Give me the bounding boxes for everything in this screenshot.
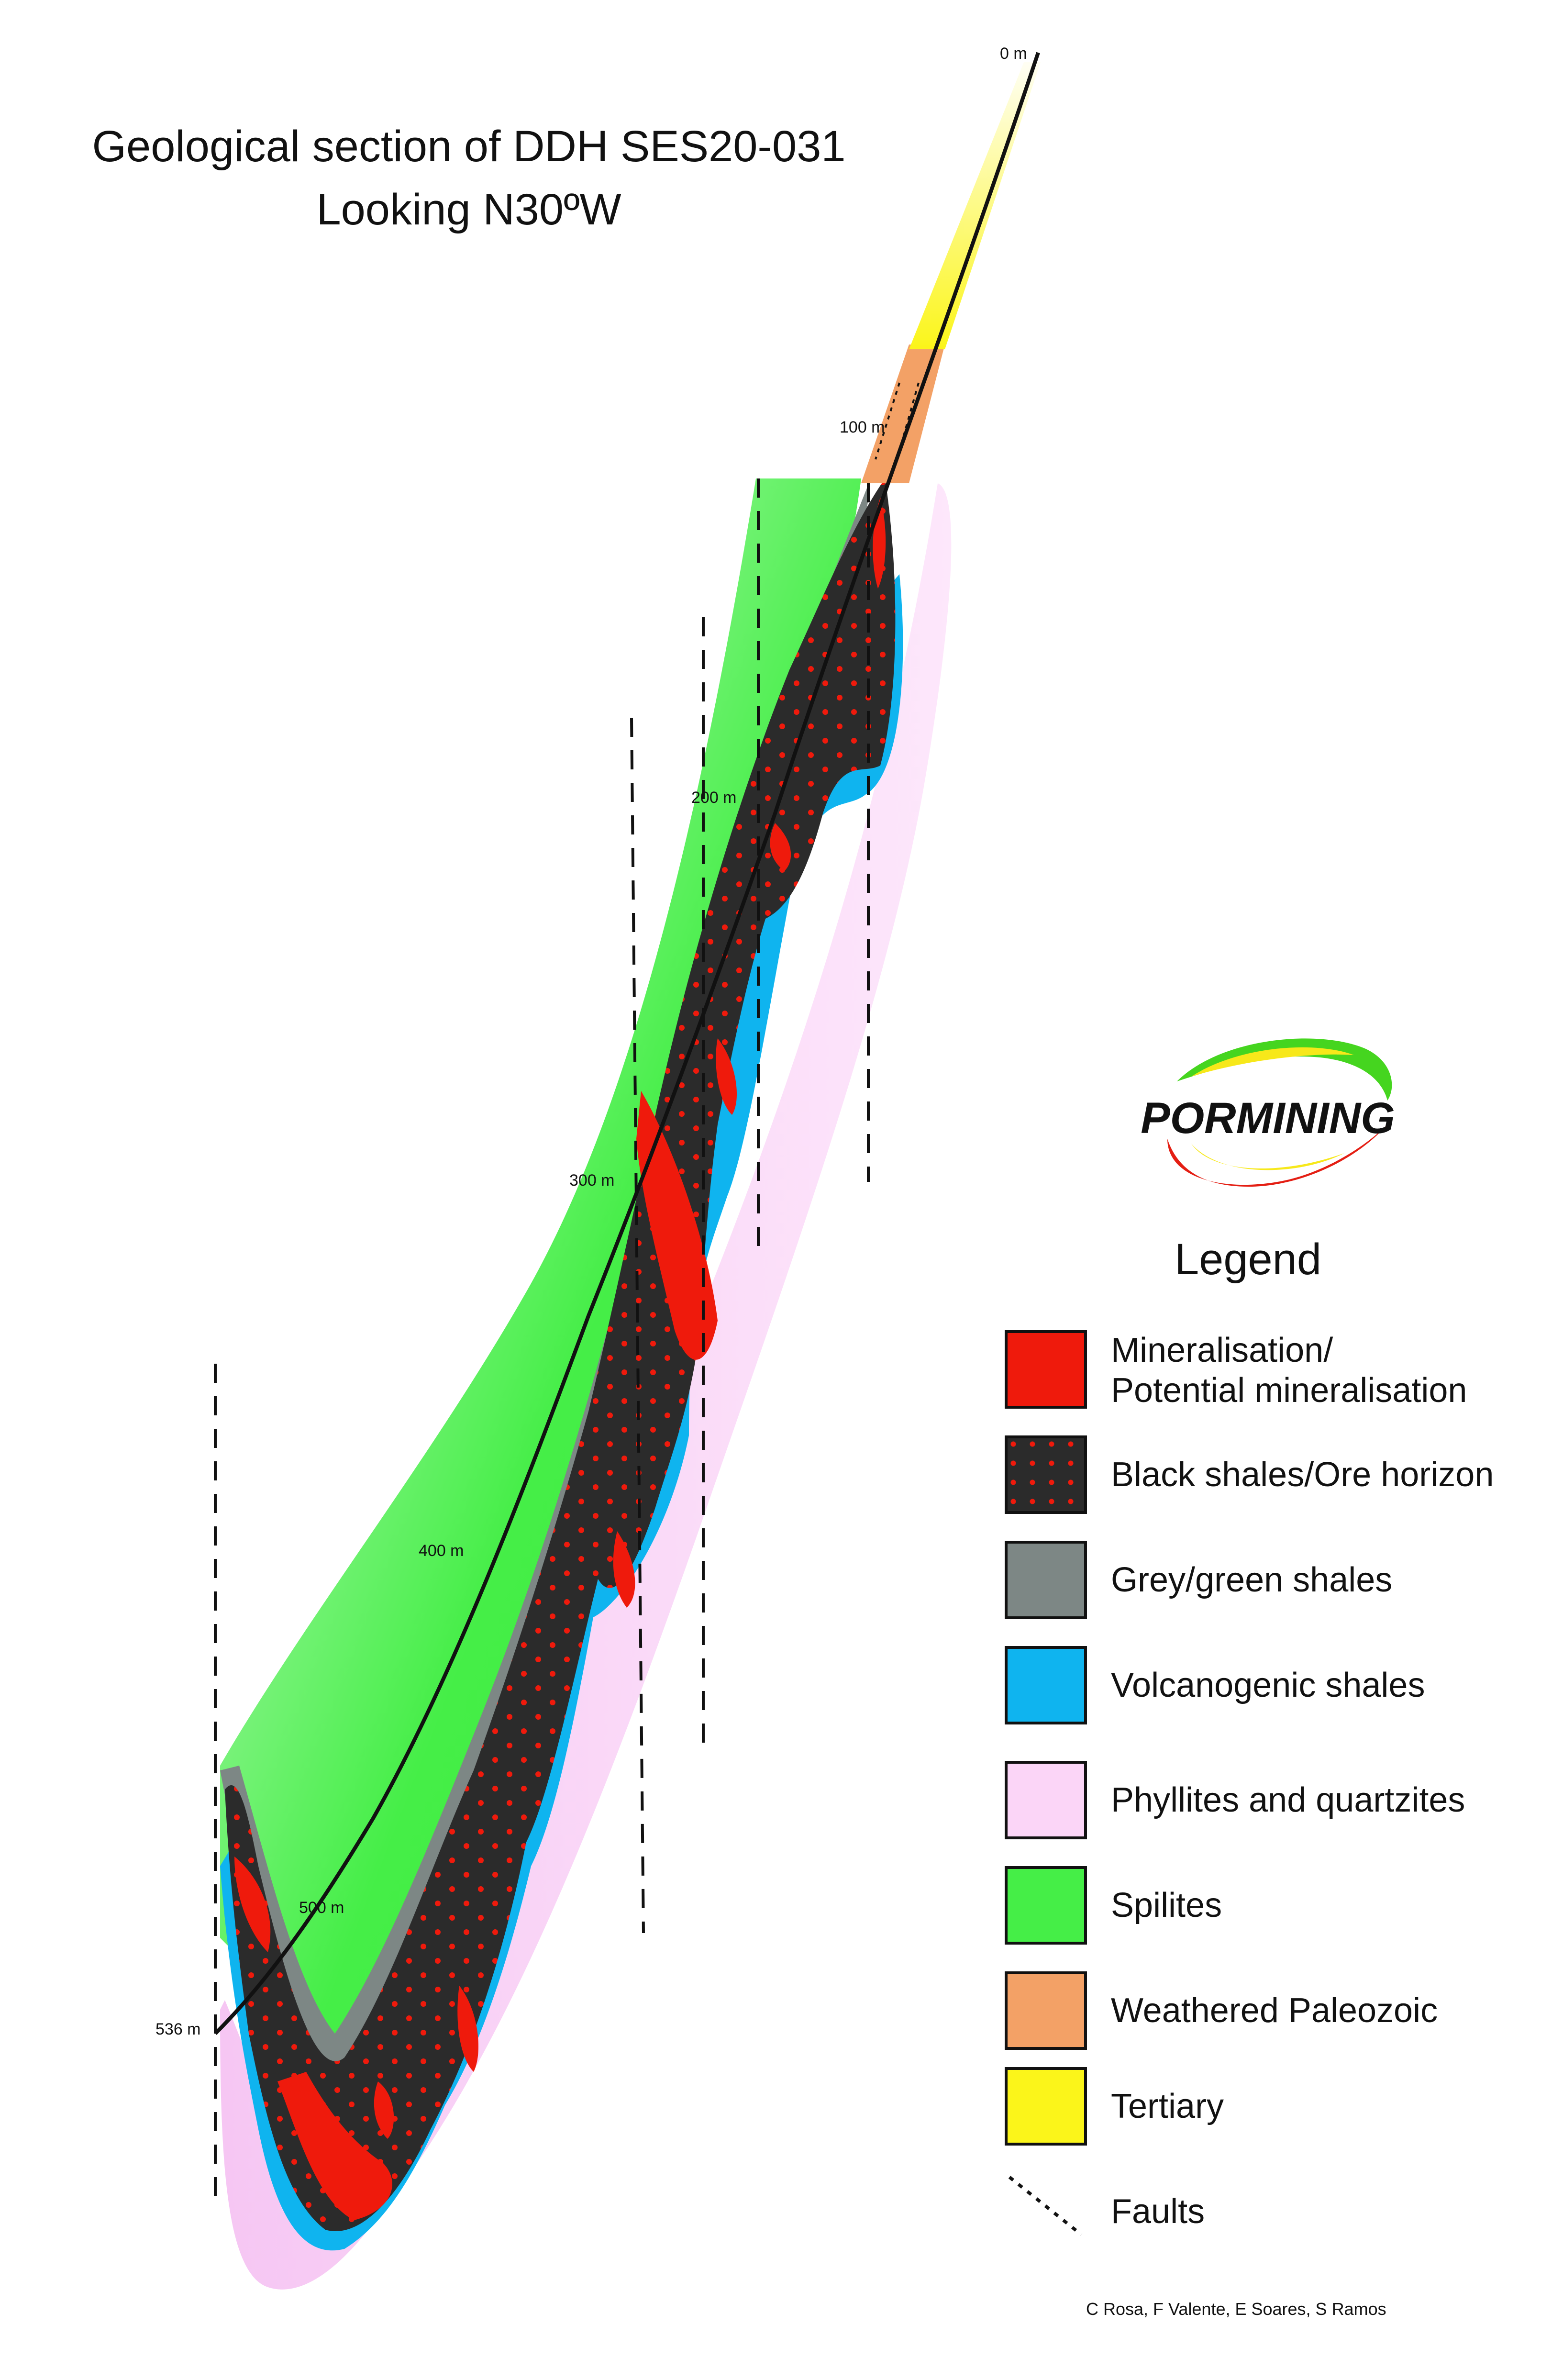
legend-swatch-faults (1008, 2176, 1083, 2236)
depth-label-100: 100 m (840, 418, 885, 436)
depth-label-300: 300 m (569, 1171, 615, 1190)
mineralisation-lens-260m (716, 1038, 737, 1115)
legend-item-tertiary: Tertiary (1005, 2067, 1531, 2163)
legend-label-grey-green-shales: Grey/green shales (1111, 1561, 1393, 1599)
mineralisation-lens-300m (636, 1091, 718, 1360)
legend-label-weathered-paleozoic: Weathered Paleozoic (1111, 1991, 1438, 2030)
legend-swatch-tertiary (1005, 2067, 1087, 2146)
depth-label-536: 536 m (155, 2020, 201, 2038)
legend-item-phyllites: Phyllites and quartzites (1005, 1761, 1531, 1857)
legend-label-phyllites: Phyllites and quartzites (1111, 1781, 1465, 1819)
section-title: Geological section of DDH SES20-031 Look… (29, 115, 909, 241)
legend-label-mineralisation: Mineralisation/ Potential mineralisation (1111, 1331, 1467, 1410)
mineralisation-lens-bottom (277, 2072, 392, 2220)
legend-label-faults: Faults (1111, 2192, 1205, 2231)
fault-line-3 (630, 717, 645, 1934)
depth-label-0: 0 m (1000, 44, 1027, 63)
mineralisation-lens-right-flank (457, 1986, 478, 2072)
legend-label-volcanogenic-shales: Volcanogenic shales (1111, 1666, 1425, 1704)
legend-label-black-shales: Black shales/Ore horizon (1111, 1456, 1494, 1494)
pormining-logo: PORMINING (1141, 1038, 1395, 1187)
legend-item-volcanogenic-shales: Volcanogenic shales (1005, 1646, 1531, 1742)
credits: C Rosa, F Valente, E Soares, S Ramos (1086, 2299, 1386, 2319)
depth-label-200: 200 m (691, 789, 737, 807)
legend-swatch-spilites (1005, 1866, 1087, 1945)
title-line-2: Looking N30ºW (316, 185, 621, 234)
mineralisation-lens-500m (234, 1857, 271, 1952)
logo-yellow-swoosh (1191, 1047, 1354, 1077)
logo-wordmark: PORMINING (1141, 1094, 1395, 1143)
legend-label-tertiary: Tertiary (1111, 2087, 1224, 2125)
weathered-paleozoic-band (861, 345, 945, 483)
legend-swatch-grey-green-shales (1005, 1541, 1087, 1619)
legend-item-grey-green-shales: Grey/green shales (1005, 1541, 1531, 1636)
mineralisation-lens-380m (613, 1531, 635, 1608)
mineralisation-lens-200m (770, 823, 791, 871)
legend-label-spilites: Spilites (1111, 1886, 1222, 1924)
depth-label-500: 500 m (299, 1899, 344, 1917)
legend-item-black-shales: Black shales/Ore horizon (1005, 1435, 1531, 1531)
legend-swatch-mineralisation (1005, 1330, 1087, 1409)
drill-hole-trace (214, 52, 1040, 2035)
logo-yellow-underswoosh (1191, 1144, 1344, 1170)
legend-swatch-phyllites (1005, 1761, 1087, 1839)
legend-item-faults: Faults (1005, 2172, 1531, 2268)
tertiary-band (909, 62, 1041, 349)
black-shales-ore-horizon (225, 478, 896, 2232)
mineralisation-lens-mid-flank (374, 2081, 394, 2139)
legend-item-mineralisation: Mineralisation/ Potential mineralisation (1005, 1330, 1531, 1426)
legend-swatch-volcanogenic-shales (1005, 1646, 1087, 1724)
legend-item-weathered-paleozoic: Weathered Paleozoic (1005, 1971, 1531, 2067)
legend-title: Legend (1175, 1235, 1321, 1284)
title-line-1: Geological section of DDH SES20-031 (92, 122, 846, 171)
legend-item-spilites: Spilites (1005, 1866, 1531, 1962)
spilites-body (220, 478, 861, 2115)
legend-swatch-black-shales (1005, 1435, 1087, 1514)
legend-swatch-weathered-paleozoic (1005, 1971, 1087, 2050)
depth-label-400: 400 m (419, 1542, 464, 1560)
